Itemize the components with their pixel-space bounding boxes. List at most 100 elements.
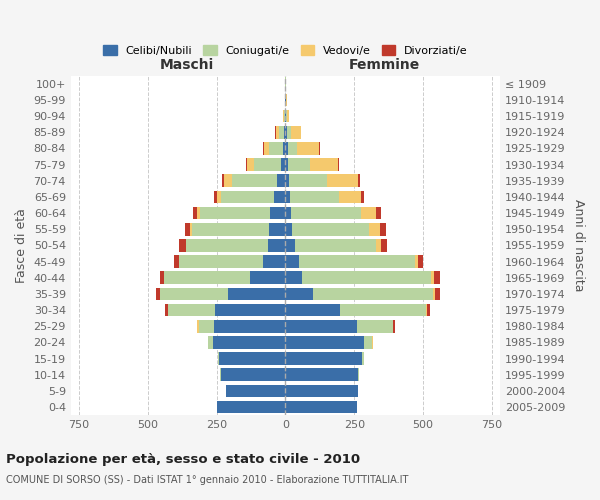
Bar [179,239,185,252]
Bar [295,239,376,252]
Bar [217,401,286,413]
Bar [220,352,286,365]
Bar [199,320,214,332]
Bar [270,207,286,220]
Bar [214,190,217,203]
Bar [288,158,310,171]
Bar [193,207,197,220]
Bar [187,239,268,252]
Bar [376,207,381,220]
Bar [250,272,286,284]
Bar [284,110,285,122]
Bar [291,126,301,138]
Bar [160,288,227,300]
Bar [286,142,287,154]
Bar [212,336,286,348]
Bar [313,288,433,300]
Bar [214,320,286,332]
Bar [434,272,440,284]
Bar [208,336,212,348]
Bar [358,174,360,187]
Bar [361,190,364,203]
Bar [169,304,215,316]
Bar [287,126,291,138]
Bar [221,368,286,381]
Bar [179,256,263,268]
Bar [310,158,338,171]
Bar [289,174,327,187]
Bar [227,288,286,300]
Text: Femmine: Femmine [349,58,420,72]
Bar [376,239,381,252]
Bar [264,142,269,154]
Bar [286,304,340,316]
Bar [246,158,247,171]
Bar [185,223,190,235]
Bar [327,174,358,187]
Bar [190,223,192,235]
Bar [380,223,386,235]
Legend: Celibi/Nubili, Coniugati/e, Vedovi/e, Divorziati/e: Celibi/Nubili, Coniugati/e, Vedovi/e, Di… [99,40,472,60]
Text: COMUNE DI SORSO (SS) - Dati ISTAT 1° gennaio 2010 - Elaborazione TUTTITALIA.IT: COMUNE DI SORSO (SS) - Dati ISTAT 1° gen… [6,475,409,485]
Bar [277,174,286,187]
Bar [222,174,224,187]
Bar [370,223,380,235]
Bar [286,190,290,203]
Bar [197,320,199,332]
Bar [287,110,289,122]
Bar [361,207,376,220]
Bar [381,239,387,252]
Bar [286,401,357,413]
Bar [155,288,160,300]
Text: Popolazione per età, sesso e stato civile - 2010: Popolazione per età, sesso e stato civil… [6,452,360,466]
Bar [286,158,288,171]
Bar [338,158,339,171]
Bar [268,239,286,252]
Y-axis label: Fasce di età: Fasce di età [15,208,28,283]
Bar [254,158,281,171]
Bar [192,223,269,235]
Bar [418,256,423,268]
Bar [362,352,364,365]
Bar [297,142,319,154]
Bar [269,223,286,235]
Bar [286,288,313,300]
Bar [286,368,358,381]
Bar [226,384,286,397]
Bar [290,190,339,203]
Bar [286,320,357,332]
Bar [232,174,277,187]
Bar [286,384,358,397]
Bar [286,174,289,187]
Bar [394,320,395,332]
Bar [286,336,364,348]
Bar [340,304,426,316]
Bar [278,126,284,138]
Bar [185,239,187,252]
Bar [217,190,221,203]
Bar [174,256,179,268]
Text: Maschi: Maschi [160,58,214,72]
Bar [274,190,286,203]
Bar [357,320,393,332]
Bar [160,272,164,284]
Bar [291,207,361,220]
Bar [200,207,270,220]
Bar [431,272,434,284]
Bar [364,336,372,348]
Bar [433,288,435,300]
Bar [218,352,220,365]
Bar [435,288,440,300]
Bar [302,272,431,284]
Bar [299,256,415,268]
Bar [276,126,278,138]
Bar [215,304,286,316]
Bar [281,158,286,171]
Bar [292,223,370,235]
Y-axis label: Anni di nascita: Anni di nascita [572,199,585,292]
Bar [247,158,254,171]
Bar [427,304,430,316]
Bar [286,272,302,284]
Bar [286,223,292,235]
Bar [164,272,250,284]
